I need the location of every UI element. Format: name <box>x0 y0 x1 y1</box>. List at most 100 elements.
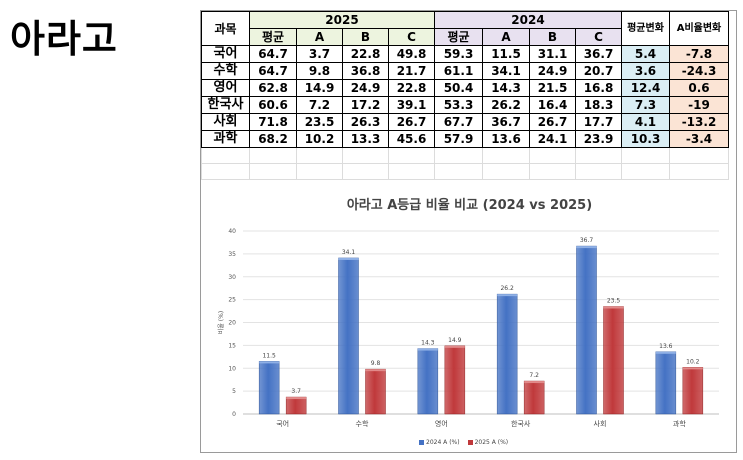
bar-2025 <box>603 306 624 415</box>
subject-cell: 과학 <box>201 130 250 148</box>
cell-2025: 64.7 <box>249 62 297 80</box>
cell-2025: 71.8 <box>249 113 297 131</box>
header-year-2024: 2024 <box>434 11 622 29</box>
bar-2024 <box>338 257 359 415</box>
data-label: 14.3 <box>421 340 435 347</box>
cell-2025: 3.7 <box>296 45 343 63</box>
bar-2025 <box>285 396 307 415</box>
a-change-cell: -19 <box>669 96 729 114</box>
bar-cap <box>603 306 624 309</box>
x-tick-label: 사회 <box>594 419 607 428</box>
a-change-cell: -7.8 <box>669 45 729 63</box>
cell-2025: 26.3 <box>342 113 389 131</box>
data-label: 7.2 <box>529 372 539 379</box>
avg-change-cell: 12.4 <box>621 79 670 97</box>
cell-2025: 68.2 <box>249 130 297 148</box>
y-tick-label: 30 <box>228 274 236 281</box>
page-title: 아라고 <box>10 17 118 61</box>
sub-header-2024-1: A <box>482 28 530 46</box>
data-label: 13.6 <box>659 343 673 350</box>
cell-2024: 36.7 <box>575 45 622 63</box>
a-change-cell: 0.6 <box>669 79 729 97</box>
bar-2025 <box>365 368 386 415</box>
cell-2024: 26.2 <box>482 96 530 114</box>
bar-cap <box>655 351 676 354</box>
data-label: 23.5 <box>607 297 621 304</box>
cell-2024: 16.4 <box>529 96 576 114</box>
table-row: 수학 64.7 9.8 36.8 21.7 61.1 34.1 24.9 20.7 3.6 -24.… <box>201 62 729 80</box>
table-row: 사회 71.8 23.5 26.3 26.7 67.7 36.7 26.7 17.7 4.1 -13… <box>201 113 729 131</box>
cell-2024: 13.6 <box>482 130 530 148</box>
cell-2025: 22.8 <box>388 79 435 97</box>
cell-2024: 59.3 <box>434 45 483 63</box>
cell-2025: 26.7 <box>388 113 435 131</box>
cell-2024: 34.1 <box>482 62 530 80</box>
cell-2025: 49.8 <box>388 45 435 63</box>
y-axis-label: 비율 (%) <box>217 311 225 334</box>
cell-2024: 17.7 <box>575 113 622 131</box>
legend-label: 2024 A (%) <box>426 439 460 446</box>
cell-2025: 9.8 <box>296 62 343 80</box>
sub-header-2025-0: 평균 <box>249 28 297 46</box>
bar-2024 <box>496 293 518 415</box>
x-tick-label: 수학 <box>356 419 369 428</box>
subject-cell: 국어 <box>201 45 250 63</box>
cell-2025: 62.8 <box>249 79 297 97</box>
cell-2024: 36.7 <box>482 113 530 131</box>
data-label: 14.9 <box>448 337 462 344</box>
cell-2025: 7.2 <box>296 96 343 114</box>
sub-header-2025-2: B <box>342 28 389 46</box>
bar-cap <box>286 397 307 400</box>
bar-2024 <box>258 361 280 415</box>
cell-2025: 21.7 <box>388 62 435 80</box>
avg-change-cell: 4.1 <box>621 113 670 131</box>
cell-2025: 23.5 <box>296 113 343 131</box>
table-body: 국어 64.7 3.7 22.8 49.8 59.3 11.5 31.1 36.7 5.4 -7.8… <box>201 45 729 148</box>
bar-cap <box>444 345 465 348</box>
cell-2024: 24.9 <box>529 62 576 80</box>
legend-item: 2024 A (%) <box>419 439 460 446</box>
bar-2025 <box>523 380 545 415</box>
subject-cell: 영어 <box>201 79 250 97</box>
y-tick-label: 40 <box>228 228 236 235</box>
avg-change-cell: 7.3 <box>621 96 670 114</box>
cell-2025: 14.9 <box>296 79 343 97</box>
avg-change-cell: 10.3 <box>621 130 670 148</box>
bar-chart: 0 5 10 15 20 25 30 35 40 비율 (%) 11.5 3.7 국어 34.1 9.8 수학… <box>217 228 719 428</box>
cell-2025: 39.1 <box>388 96 435 114</box>
chart-title: 아라고 A등급 비율 비교 (2024 vs 2025) <box>346 198 593 213</box>
table-row: 과학 68.2 10.2 13.3 45.6 57.9 13.6 24.1 23.9 10.3 -3… <box>201 130 729 148</box>
bar-2025 <box>682 367 704 415</box>
y-tick-label: 20 <box>228 320 236 327</box>
sub-header-2024-3: C <box>575 28 622 46</box>
data-label: 26.2 <box>500 285 514 292</box>
bar-2025 <box>444 345 466 415</box>
cell-2025: 17.2 <box>342 96 389 114</box>
header-avg-change: 평균변화 <box>621 11 670 46</box>
legend-swatch <box>467 440 473 445</box>
header-a-change: A비율변화 <box>669 11 729 46</box>
x-tick-label: 영어 <box>435 419 448 428</box>
x-tick-label: 한국사 <box>511 419 531 428</box>
bar-2024 <box>655 351 677 415</box>
header-year-2025: 2025 <box>249 11 435 29</box>
y-tick-label: 5 <box>232 388 236 395</box>
sub-header-2025-1: A <box>296 28 343 46</box>
bar-2024 <box>417 348 439 415</box>
bar-cap <box>682 367 703 370</box>
cell-2024: 61.1 <box>434 62 483 80</box>
bar-cap <box>365 369 386 372</box>
cell-2024: 53.3 <box>434 96 483 114</box>
data-label: 11.5 <box>262 352 276 359</box>
bar-cap <box>524 381 545 384</box>
cell-2025: 22.8 <box>342 45 389 63</box>
avg-change-cell: 3.6 <box>621 62 670 80</box>
cell-2024: 14.3 <box>482 79 530 97</box>
y-tick-label: 25 <box>228 297 236 304</box>
cell-2025: 10.2 <box>296 130 343 148</box>
score-table: 과목 2025 2024 평균변화 A비율변화 평균 A B C 평균 A B C 국어 64.… <box>201 11 729 180</box>
cell-2024: 16.8 <box>575 79 622 97</box>
cell-2024: 31.1 <box>529 45 576 63</box>
table-row: 영어 62.8 14.9 24.9 22.8 50.4 14.3 21.5 16.8 12.4 0.… <box>201 79 729 97</box>
cell-2024: 26.7 <box>529 113 576 131</box>
